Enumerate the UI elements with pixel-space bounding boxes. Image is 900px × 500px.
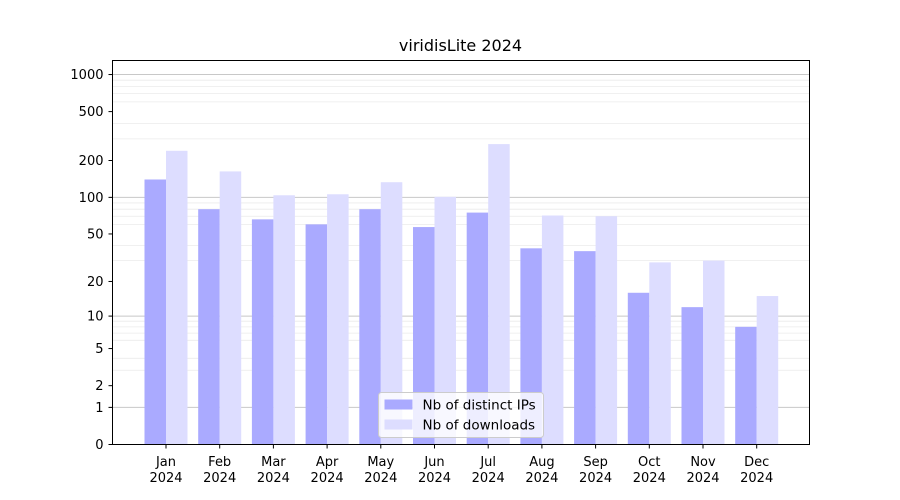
plot-frame [112, 60, 810, 445]
y-tick-label: 0 [95, 438, 103, 453]
x-tick-label: Jun [423, 455, 444, 470]
bar-downloads [166, 150, 188, 445]
bar-downloads [327, 194, 349, 445]
y-tick-label: 50 [87, 227, 104, 242]
legend-swatch [384, 419, 413, 430]
x-tick-label: May [367, 455, 394, 470]
bar-distinct-ips [735, 326, 757, 445]
x-tick-label: Mar [261, 455, 286, 470]
bar-distinct-ips [305, 224, 328, 445]
y-tick-label: 20 [87, 275, 104, 290]
legend-label: Nb of downloads [423, 418, 536, 434]
bar-downloads [219, 171, 242, 445]
x-tick-label: 2024 [257, 471, 290, 486]
y-tick-label: 200 [79, 154, 104, 169]
x-tick-label: Dec [744, 455, 769, 470]
chart-title: viridisLite 2024 [399, 36, 522, 55]
bar-downloads [649, 262, 671, 445]
x-tick-label: 2024 [311, 471, 344, 486]
legend-label: Nb of distinct IPs [423, 398, 536, 414]
x-tick-label: Feb [208, 455, 231, 470]
x-tick-label: 2024 [364, 471, 397, 486]
x-tick-label: Nov [690, 455, 716, 470]
x-tick-label: 2024 [418, 471, 451, 486]
x-tick-label: 2024 [203, 471, 236, 486]
x-tick-label: 2024 [525, 471, 558, 486]
bar-downloads [703, 260, 725, 445]
bar-distinct-ips [198, 209, 220, 445]
y-tick-label: 500 [79, 105, 104, 120]
bar-distinct-ips [144, 179, 166, 445]
legend: Nb of distinct IPs Nb of downloads [378, 392, 544, 438]
x-tick-label: 2024 [579, 471, 612, 486]
bar-downloads [541, 215, 564, 445]
legend-swatch [384, 399, 413, 410]
x-tick-label: 2024 [472, 471, 505, 486]
bar-distinct-ips [627, 292, 650, 445]
y-tick-label: 100 [79, 191, 104, 206]
x-tick-label: 2024 [149, 471, 182, 486]
bar-distinct-ips [359, 209, 381, 445]
legend-box [378, 392, 544, 438]
x-tick-label: Jul [479, 455, 496, 470]
x-tick-label: 2024 [686, 471, 719, 486]
bar-downloads [488, 144, 510, 445]
bar-downloads [273, 195, 295, 445]
bar-distinct-ips [251, 219, 274, 445]
x-tick-label: 2024 [740, 471, 773, 486]
bar-downloads [595, 216, 618, 445]
bar-distinct-ips [681, 307, 703, 445]
y-tick-label: 1 [95, 401, 103, 416]
bar-downloads [434, 196, 456, 445]
y-axis: 0 1 2 5 10 20 50 100 200 500 1000 [70, 68, 113, 453]
x-axis: Jan2024Feb2024Mar2024Apr2024May2024Jun20… [149, 444, 773, 486]
x-tick-label: Apr [316, 455, 339, 470]
x-tick-label: Oct [638, 455, 660, 470]
bar-distinct-ips [574, 251, 596, 445]
bar-downloads [380, 182, 403, 445]
y-tick-label: 5 [95, 342, 103, 357]
bar-distinct-ips [466, 212, 489, 445]
x-tick-label: 2024 [633, 471, 666, 486]
x-tick-label: Aug [529, 455, 554, 470]
x-tick-label: Jan [155, 455, 176, 470]
y-tick-label: 1000 [70, 68, 103, 83]
bar-downloads [756, 296, 779, 445]
y-tick-label: 10 [87, 310, 104, 325]
y-tick-label: 2 [95, 379, 103, 394]
x-tick-label: Sep [583, 455, 608, 470]
bar-distinct-ips [413, 227, 435, 445]
